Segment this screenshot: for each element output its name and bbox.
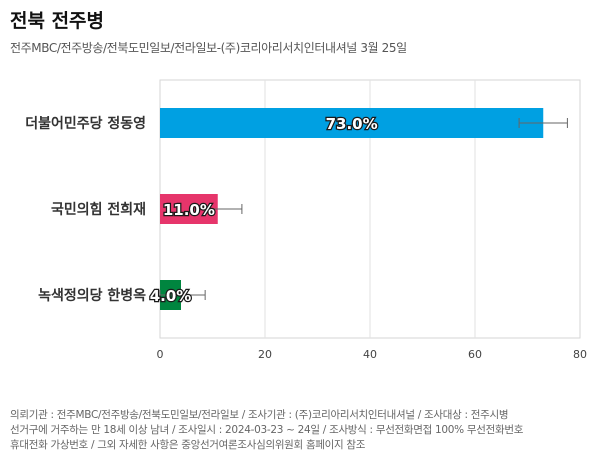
value-label: 11.0% xyxy=(163,201,215,219)
category-label: 녹색정의당 한병옥 xyxy=(38,287,146,304)
value-label: 73.0% xyxy=(326,115,378,133)
category-label: 국민의힘 전희재 xyxy=(51,201,146,218)
category-label: 더불어민주당 정동영 xyxy=(25,115,146,132)
x-tick-label: 80 xyxy=(573,348,587,361)
survey-footnote: 의뢰기관 : 전주MBC/전주방송/전북도민일보/전라일보 / 조사기관 : (… xyxy=(10,408,596,453)
footnote-line: 의뢰기관 : 전주MBC/전주방송/전북도민일보/전라일보 / 조사기관 : (… xyxy=(10,409,509,421)
footnote-line: 선거구에 거주하는 만 18세 이상 남녀 / 조사일시 : 2024-03-2… xyxy=(10,424,524,436)
x-tick-label: 40 xyxy=(363,348,377,361)
bar xyxy=(160,108,544,138)
x-tick-label: 0 xyxy=(157,348,164,361)
footnote-line: 휴대전화 가상번호 / 그외 자세한 사항은 중앙선거여론조사심의위원회 홈페이… xyxy=(10,439,366,451)
x-tick-label: 60 xyxy=(468,348,482,361)
poll-bar-chart: 0 20 40 60 80 더불어민주당 정동영 73.0% 국민의힘 전희재 11.0% 녹색정… xyxy=(25,79,587,361)
chart-title: 전북 전주병 xyxy=(10,10,105,32)
value-label: 4.0% xyxy=(150,287,192,305)
chart-subtitle: 전주MBC/전주방송/전북도민일보/전라일보-(주)코리아리서치인터내셔널 3월… xyxy=(10,41,407,55)
x-tick-label: 20 xyxy=(258,348,272,361)
